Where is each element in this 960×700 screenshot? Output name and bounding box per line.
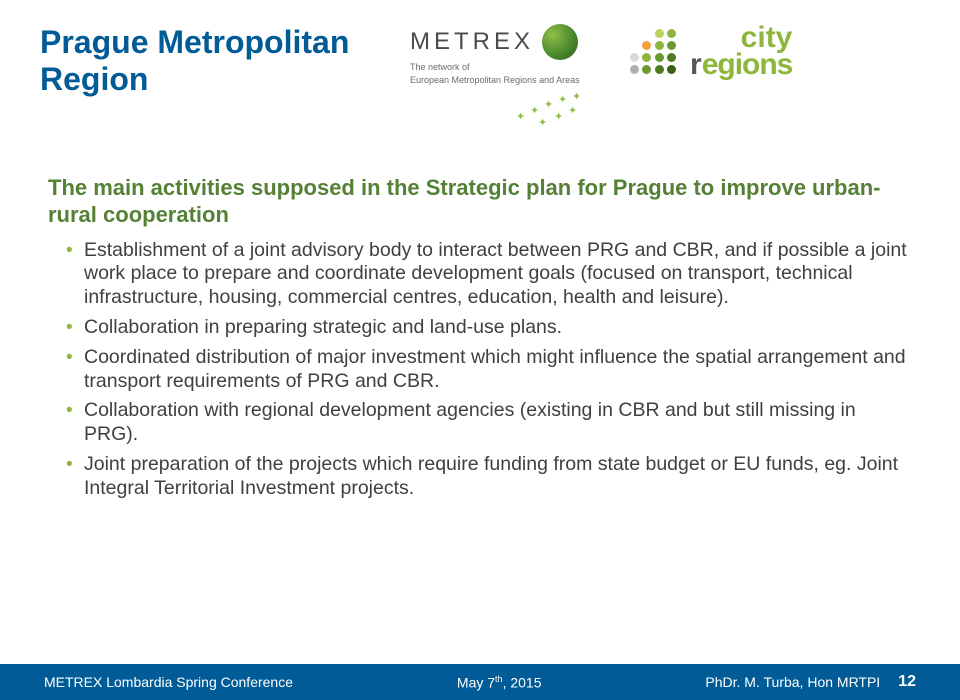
footer: METREX Lombardia Spring Conference May 7… xyxy=(0,664,960,700)
dot-icon xyxy=(642,41,651,50)
star-icon: ✦ xyxy=(544,98,553,111)
cityregions-city: city xyxy=(741,24,793,51)
footer-right: PhDr. M. Turba, Hon MRTPI 12 xyxy=(705,673,916,691)
subtitle: The main activities supposed in the Stra… xyxy=(48,174,912,229)
dot-icon xyxy=(655,53,664,62)
footer-date-prefix: May 7 xyxy=(457,674,495,690)
star-icon: ✦ xyxy=(554,110,563,123)
page-number: 12 xyxy=(898,673,916,691)
cityregions-logo: city regions xyxy=(630,24,792,79)
list-item: Joint preparation of the projects which … xyxy=(66,453,912,501)
globe-icon xyxy=(542,24,578,60)
logo-row: METREX The network of European Metropoli… xyxy=(410,24,792,128)
page-title: Prague Metropolitan Region xyxy=(40,24,380,98)
footer-left: METREX Lombardia Spring Conference xyxy=(44,674,293,690)
header: Prague Metropolitan Region METREX The ne… xyxy=(0,0,960,128)
star-icon: ✦ xyxy=(572,90,581,103)
metrex-logo: METREX The network of European Metropoli… xyxy=(410,24,590,128)
cityregions-text: city regions xyxy=(690,24,792,79)
cityregions-egions: egions xyxy=(702,48,793,81)
star-icon: ✦ xyxy=(568,104,577,117)
metrex-tagline-2: European Metropolitan Regions and Areas xyxy=(410,75,580,86)
star-icon: ✦ xyxy=(516,110,525,123)
dot-icon xyxy=(667,41,676,50)
cityregions-regions-row: regions xyxy=(690,51,792,79)
dot-icon xyxy=(655,41,664,50)
dot-icon xyxy=(630,65,639,74)
list-item: Establishment of a joint advisory body t… xyxy=(66,239,912,310)
star-icon: ✦ xyxy=(538,116,547,129)
metrex-tagline-1: The network of xyxy=(410,62,470,73)
content: The main activities supposed in the Stra… xyxy=(0,128,960,501)
footer-center: May 7th, 2015 xyxy=(293,674,705,691)
cityregions-r: r xyxy=(690,48,702,81)
list-item: Collaboration with regional development … xyxy=(66,399,912,447)
footer-author: PhDr. M. Turba, Hon MRTPI xyxy=(705,674,880,690)
dot-icon xyxy=(667,53,676,62)
bullet-list: Establishment of a joint advisory body t… xyxy=(48,239,912,501)
footer-date-suffix: , 2015 xyxy=(503,674,542,690)
dotgrid-icon xyxy=(630,29,676,75)
dot-icon xyxy=(655,65,664,74)
slide: Prague Metropolitan Region METREX The ne… xyxy=(0,0,960,700)
dot-icon xyxy=(667,65,676,74)
list-item: Collaboration in preparing strategic and… xyxy=(66,316,912,340)
dot-icon xyxy=(630,53,639,62)
metrex-stars-icon: ✦✦✦✦✦✦✦✦ xyxy=(510,88,590,128)
star-icon: ✦ xyxy=(558,93,567,106)
dot-icon xyxy=(642,53,651,62)
dot-icon xyxy=(655,29,664,38)
footer-date-sup: th xyxy=(495,674,503,684)
metrex-word-row: METREX xyxy=(410,24,578,60)
list-item: Coordinated distribution of major invest… xyxy=(66,346,912,394)
metrex-wordmark: METREX xyxy=(410,28,534,56)
dot-icon xyxy=(667,29,676,38)
dot-icon xyxy=(642,65,651,74)
